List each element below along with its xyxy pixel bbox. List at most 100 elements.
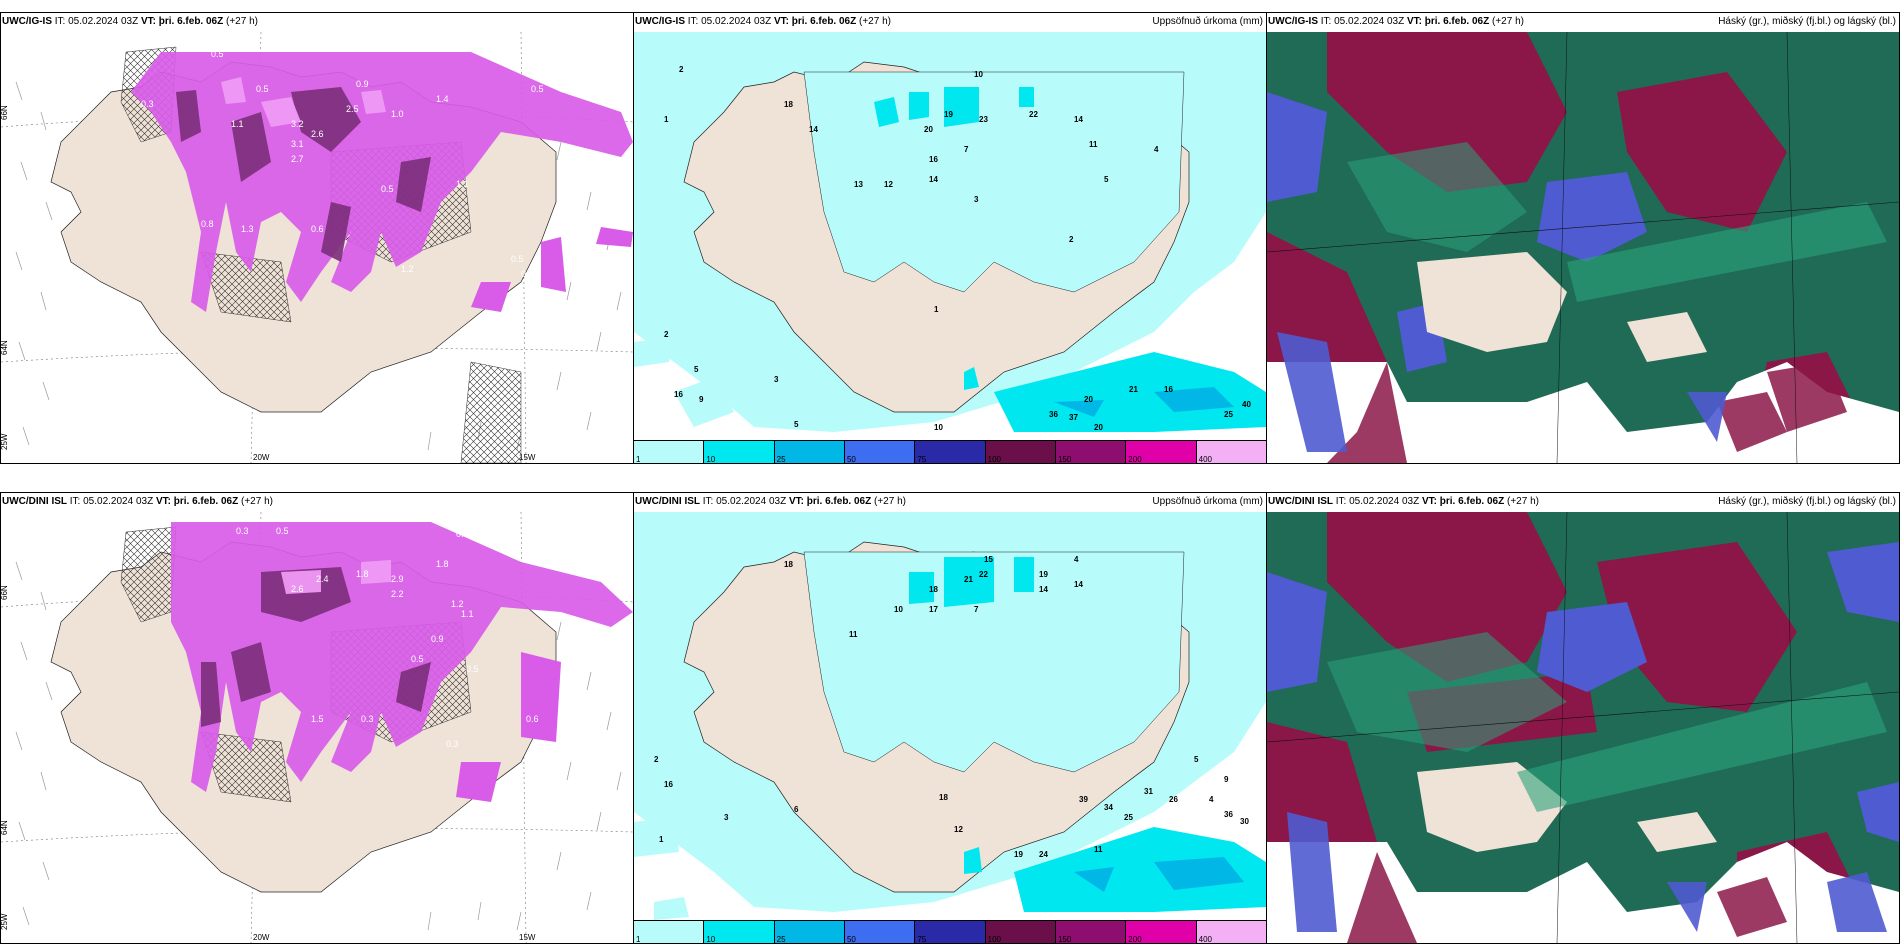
svg-text:12: 12 [954,825,963,834]
panel-cloud-bottom: UWC/DINI ISL IT: 05.02.2024 03Z VT: þri.… [1266,492,1900,944]
svg-text:1.3: 1.3 [241,224,254,234]
svg-text:0.4: 0.4 [396,514,409,524]
panel-title: Uppsöfnuð úrkoma (mm) [1152,496,1263,507]
lead-time: (+27 h) [1507,496,1539,507]
svg-text:6: 6 [794,805,799,814]
svg-text:26: 26 [1169,795,1178,804]
precip-map[interactable]: 18 15 22 19 14 14 21 18 17 10 7 11 4 2 1… [634,512,1266,920]
svg-text:2.4: 2.4 [316,574,329,584]
snow-value-labels: 0.3 0.5 0.4 0.5 2.6 2.4 1.8 2.9 2.2 1.8 … [236,514,619,749]
svg-text:1.8: 1.8 [356,569,369,579]
svg-text:0.3: 0.3 [521,269,534,279]
colorbar-segment: 75 [915,441,986,463]
svg-text:25: 25 [1224,410,1233,419]
svg-text:11: 11 [849,630,858,639]
panel-snow-top: UWC/IG-IS IT: 05.02.2024 03Z VT: þri. 6.… [0,12,634,464]
svg-text:4: 4 [1154,145,1159,154]
svg-text:34: 34 [1104,803,1113,812]
svg-text:0.7: 0.7 [576,49,589,59]
panel-cloud-top: UWC/IG-IS IT: 05.02.2024 03Z VT: þri. 6.… [1266,12,1900,464]
snow-map[interactable]: 0.5 0.3 0.5 1.1 0.9 2.5 3.2 2.6 3.1 2.7 … [1,32,633,463]
svg-text:0.5: 0.5 [466,664,479,674]
svg-text:0.5: 0.5 [456,529,469,539]
svg-text:23: 23 [979,115,988,124]
init-time: IT: 05.02.2024 03Z [1320,16,1405,27]
lat-label-66: 66N [1,105,9,120]
svg-text:24: 24 [1039,850,1048,859]
svg-text:22: 22 [979,570,988,579]
svg-text:2.6: 2.6 [291,584,304,594]
snow-map[interactable]: 0.3 0.5 0.4 0.5 2.6 2.4 1.8 2.9 2.2 1.8 … [1,512,633,943]
svg-text:21: 21 [1129,385,1138,394]
svg-text:1.5: 1.5 [311,714,324,724]
svg-text:14: 14 [929,175,938,184]
svg-text:9: 9 [1224,775,1229,784]
svg-text:36: 36 [1049,410,1058,419]
svg-text:0.9: 0.9 [431,634,444,644]
colorbar-segment: 10 [704,921,775,943]
svg-text:22: 22 [1029,110,1038,119]
panel-header: UWC/IG-IS IT: 05.02.2024 03Z VT: þri. 6.… [1267,13,1899,31]
svg-text:7: 7 [974,605,979,614]
panel-title: Háský (gr.), miðský (fj.bl.) og lágský (… [1718,16,1896,27]
colorbar-segment: 1 [634,921,705,943]
svg-text:10: 10 [894,605,903,614]
lat-label-66: 66N [1,585,9,600]
lead-time: (+27 h) [874,496,906,507]
valid-time: VT: þri. 6.feb. 06Z [1421,496,1505,507]
valid-time: VT: þri. 6.feb. 06Z [773,16,857,27]
svg-text:2.9: 2.9 [391,574,404,584]
svg-text:1.2: 1.2 [401,264,414,274]
lon-label-20: 20W [253,453,270,462]
lon-label-25: 25W [1,913,9,930]
svg-text:5: 5 [1194,755,1199,764]
svg-text:14: 14 [1039,585,1048,594]
panel-header: UWC/IG-IS IT: 05.02.2024 03Z VT: þri. 6.… [1,13,633,31]
svg-text:20: 20 [924,125,933,134]
svg-text:0.5: 0.5 [211,49,224,59]
svg-text:14: 14 [809,125,818,134]
model-name: UWC/DINI ISL [2,496,67,507]
colorbar-segment: 400 [1196,441,1266,463]
svg-text:37: 37 [1069,413,1078,422]
svg-text:14: 14 [1074,115,1083,124]
colorbar-segment: 150 [1055,441,1127,463]
svg-text:20: 20 [1094,423,1103,432]
cloud-map[interactable] [1267,512,1899,943]
svg-text:14: 14 [1074,580,1083,589]
svg-text:0.5: 0.5 [381,184,394,194]
panel-precip-bottom: UWC/DINI ISL IT: 05.02.2024 03Z VT: þri.… [633,492,1267,944]
svg-text:1.1: 1.1 [456,179,469,189]
svg-text:15: 15 [984,555,993,564]
svg-text:7: 7 [964,145,969,154]
svg-text:20: 20 [1084,395,1093,404]
panel-title: Háský (gr.), miðský (fj.bl.) og lágský (… [1718,496,1896,507]
svg-text:0.6: 0.6 [526,714,539,724]
colorbar-segment: 1 [634,441,705,463]
svg-text:2: 2 [664,330,669,339]
svg-text:11: 11 [1089,140,1098,149]
cloud-map[interactable] [1267,32,1899,463]
lead-time: (+27 h) [241,496,273,507]
colorbar-segment: 400 [1196,921,1266,943]
panel-snow-bottom: UWC/DINI ISL IT: 05.02.2024 03Z VT: þri.… [0,492,634,944]
precip-map[interactable]: 2 1 18 14 10 19 23 22 14 11 20 16 13 12 … [634,32,1266,440]
precip-value-labels: 18 15 22 19 14 14 21 18 17 10 7 11 4 2 1… [654,555,1249,859]
model-name: UWC/IG-IS [1268,16,1318,27]
svg-text:18: 18 [784,100,793,109]
svg-text:13: 13 [854,180,863,189]
colorbar: 1 10 25 50 75 100 150 200 400 [634,440,1266,463]
svg-text:16: 16 [1164,385,1173,394]
svg-text:18: 18 [939,793,948,802]
svg-text:16: 16 [929,155,938,164]
svg-text:5: 5 [1104,175,1109,184]
svg-text:40: 40 [1242,400,1251,409]
svg-text:12: 12 [884,180,893,189]
colorbar: 1 10 25 50 75 100 150 200 400 [634,920,1266,943]
svg-text:2: 2 [679,65,684,74]
snow-accumulation [171,522,633,802]
svg-text:0.3: 0.3 [606,579,619,589]
svg-text:25: 25 [1124,813,1133,822]
colorbar-segment: 150 [1055,921,1127,943]
valid-time: VT: þri. 6.feb. 06Z [788,496,872,507]
